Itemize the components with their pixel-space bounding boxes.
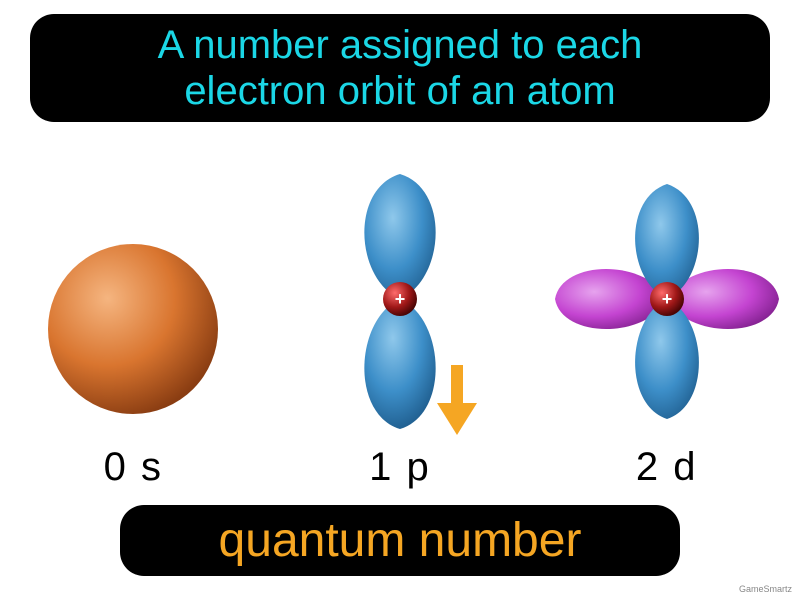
- orbital-p-label: 1 p: [369, 445, 431, 490]
- orbital-s: 0 s: [13, 159, 253, 490]
- orbital-s-label: 0 s: [104, 445, 163, 490]
- orbital-p-svg: +: [280, 159, 520, 439]
- definition-banner: A number assigned to each electron orbit…: [30, 14, 770, 122]
- definition-line-2: electron orbit of an atom: [60, 68, 740, 114]
- term-text: quantum number: [219, 514, 582, 567]
- orbital-s-svg: [13, 159, 253, 439]
- orbitals-row: 0 s: [0, 150, 800, 490]
- orbital-d-svg: +: [547, 159, 787, 439]
- pointer-arrow-icon: [437, 365, 477, 435]
- term-banner: quantum number: [120, 505, 680, 576]
- watermark: GameSmartz: [739, 584, 792, 594]
- orbital-d: + 2 d: [547, 159, 787, 490]
- svg-text:+: +: [661, 289, 672, 309]
- svg-text:+: +: [395, 289, 406, 309]
- definition-line-1: A number assigned to each: [60, 22, 740, 68]
- orbital-d-label: 2 d: [636, 445, 698, 490]
- orbital-p: + 1 p: [280, 159, 520, 490]
